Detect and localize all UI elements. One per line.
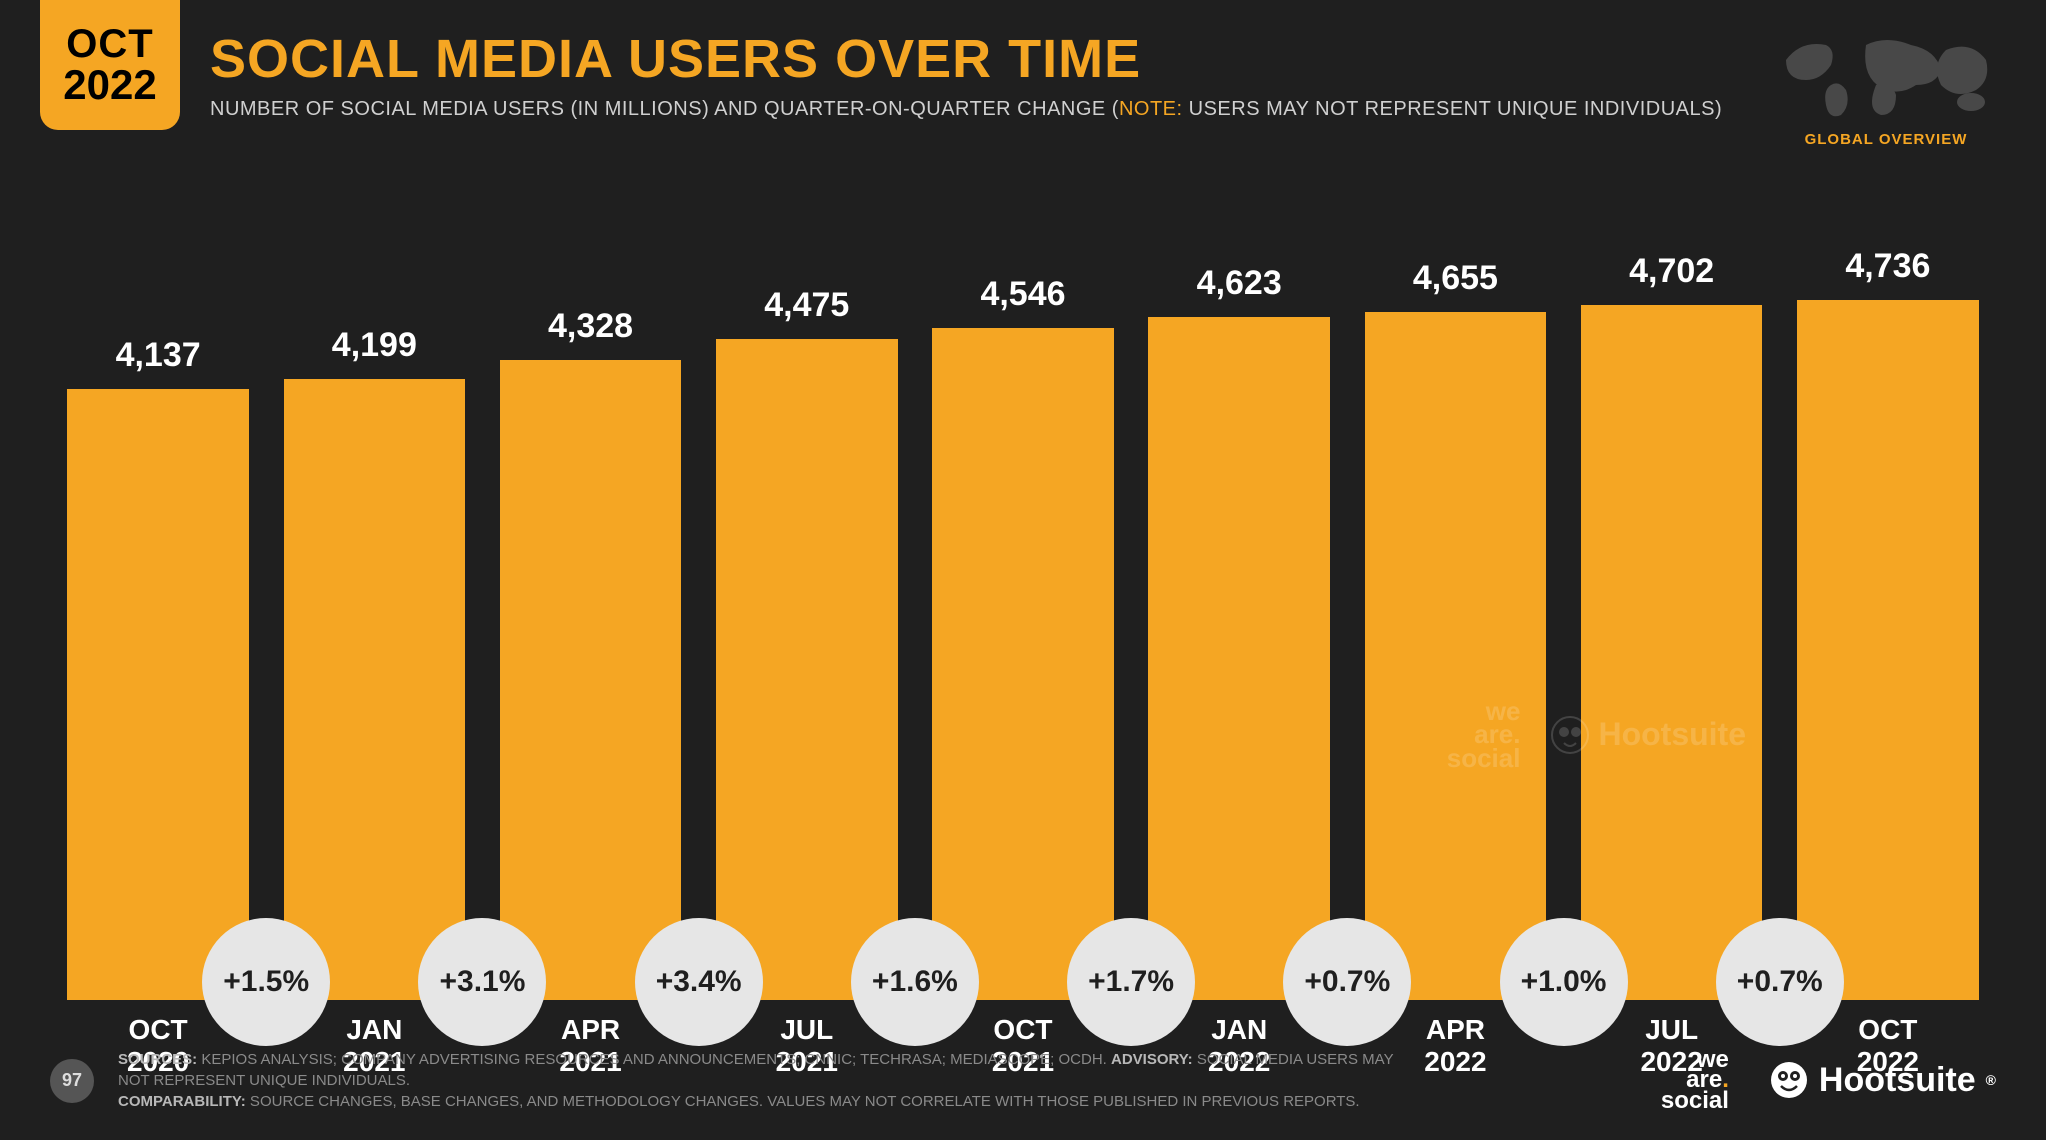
- bar-slot: 4,655APR2022+1.0%: [1347, 210, 1563, 1000]
- bar: [932, 328, 1114, 1000]
- pct-change-bubble: +3.4%: [635, 918, 763, 1046]
- pct-change-bubble: +1.6%: [851, 918, 979, 1046]
- hootsuite-watermark: Hootsuite: [1550, 715, 1746, 755]
- footer: 97 SOURCES: KEPIOS ANALYSIS; COMPANY ADV…: [50, 1049, 1996, 1112]
- bar-value-label: 4,623: [1131, 264, 1347, 303]
- bar-slot: 4,328APR2021+3.4%: [482, 210, 698, 1000]
- world-map-icon: [1776, 30, 1996, 120]
- sources-label: SOURCES:: [118, 1051, 197, 1068]
- bar: [1365, 312, 1547, 1000]
- bar-value-label: 4,328: [482, 307, 698, 346]
- bar: [1148, 317, 1330, 1000]
- subtitle-note-label: NOTE:: [1119, 98, 1183, 120]
- bar-slot: 4,475JUL2021+1.6%: [699, 210, 915, 1000]
- owl-icon: [1769, 1060, 1809, 1100]
- bar-slot: 4,137OCT2020+1.5%: [50, 210, 266, 1000]
- date-month: OCT: [66, 24, 153, 64]
- bar-chart: 4,137OCT2020+1.5%4,199JAN2021+3.1%4,328A…: [50, 210, 1996, 1000]
- bar-value-label: 4,702: [1564, 252, 1780, 291]
- bar: [1797, 300, 1979, 1000]
- map-corner: GLOBAL OVERVIEW: [1776, 30, 1996, 148]
- bar: [67, 389, 249, 1000]
- bar-slot: 4,702JUL2022+0.7%: [1564, 210, 1780, 1000]
- comparability-text: SOURCE CHANGES, BASE CHANGES, AND METHOD…: [246, 1093, 1360, 1110]
- bar-value-label: 4,655: [1347, 259, 1563, 298]
- bar-slot: 4,546OCT2021+1.7%: [915, 210, 1131, 1000]
- we-are-social-watermark: we are. social: [1447, 700, 1521, 770]
- bar-value-label: 4,199: [266, 326, 482, 365]
- header: SOCIAL MEDIA USERS OVER TIME NUMBER OF S…: [210, 28, 1722, 121]
- footer-text: SOURCES: KEPIOS ANALYSIS; COMPANY ADVERT…: [118, 1049, 1418, 1112]
- map-label: GLOBAL OVERVIEW: [1776, 131, 1996, 148]
- owl-icon: [1550, 715, 1590, 755]
- bar-value-label: 4,736: [1780, 247, 1996, 286]
- bar-slot: 4,736OCT2022: [1780, 210, 1996, 1000]
- date-year: 2022: [63, 64, 156, 106]
- comparability-label: COMPARABILITY:: [118, 1093, 246, 1110]
- bar: [284, 379, 466, 1000]
- slide: OCT 2022 SOCIAL MEDIA USERS OVER TIME NU…: [0, 0, 2046, 1140]
- pct-change-bubble: +1.0%: [1500, 918, 1628, 1046]
- hootsuite-logo: Hootsuite®: [1769, 1060, 1996, 1100]
- subtitle-post: USERS MAY NOT REPRESENT UNIQUE INDIVIDUA…: [1183, 98, 1723, 120]
- bar: [1581, 305, 1763, 1000]
- bar-value-label: 4,546: [915, 275, 1131, 314]
- footer-logos: we are. social Hootsuite®: [1661, 1050, 1996, 1111]
- bar: [716, 339, 898, 1000]
- page-number: 97: [50, 1059, 94, 1103]
- bar-value-label: 4,137: [50, 336, 266, 375]
- bar-slot: 4,623JAN2022+0.7%: [1131, 210, 1347, 1000]
- date-badge: OCT 2022: [40, 0, 180, 130]
- watermark: we are. social Hootsuite: [1447, 700, 1746, 770]
- bar-slot: 4,199JAN2021+3.1%: [266, 210, 482, 1000]
- sources-text: KEPIOS ANALYSIS; COMPANY ADVERTISING RES…: [197, 1051, 1111, 1068]
- bar: [500, 360, 682, 1000]
- slide-title: SOCIAL MEDIA USERS OVER TIME: [210, 28, 1722, 90]
- pct-change-bubble: +0.7%: [1716, 918, 1844, 1046]
- pct-change-bubble: +0.7%: [1283, 918, 1411, 1046]
- bar-value-label: 4,475: [699, 286, 915, 325]
- pct-change-bubble: +3.1%: [418, 918, 546, 1046]
- pct-change-bubble: +1.7%: [1067, 918, 1195, 1046]
- advisory-label: ADVISORY:: [1111, 1051, 1193, 1068]
- slide-subtitle: NUMBER OF SOCIAL MEDIA USERS (IN MILLION…: [210, 98, 1722, 121]
- subtitle-pre: NUMBER OF SOCIAL MEDIA USERS (IN MILLION…: [210, 98, 1119, 120]
- we-are-social-logo: we are. social: [1661, 1050, 1729, 1111]
- pct-change-bubble: +1.5%: [202, 918, 330, 1046]
